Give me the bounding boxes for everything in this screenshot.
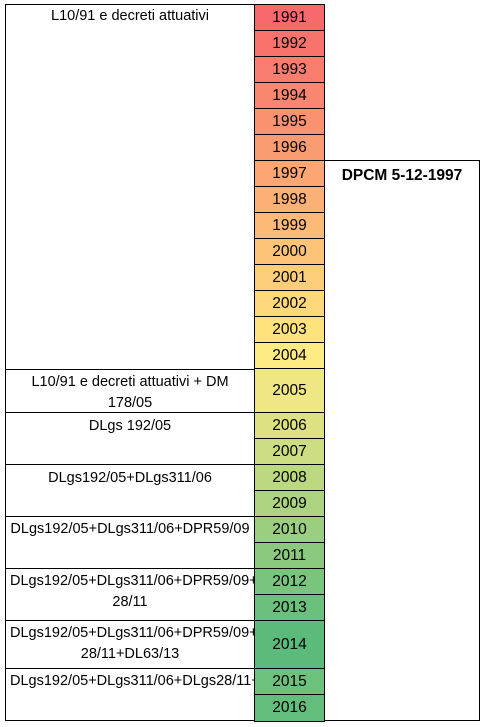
year-label: 2000 <box>272 242 307 260</box>
year-cell-2012: 2012 <box>254 568 325 595</box>
year-cell-1996: 1996 <box>254 134 325 161</box>
year-cell-1993: 1993 <box>254 56 325 83</box>
year-cell-1998: 1998 <box>254 186 325 213</box>
legislation-label: DLgs192/05+DLgs311/06 <box>48 470 212 486</box>
year-cell-2008: 2008 <box>254 464 325 491</box>
legislation-label: DLgs 192/05 <box>88 418 172 434</box>
year-label: 2014 <box>272 636 307 653</box>
year-label: 1998 <box>272 190 307 208</box>
year-label: 1994 <box>272 86 307 104</box>
year-label: 2011 <box>272 546 307 564</box>
year-label: 2012 <box>272 572 307 590</box>
legislation-label: DLgs192/05+DLgs311/06+DPR59/09+DLgs 28/1… <box>10 625 292 662</box>
year-label: 1991 <box>272 8 307 26</box>
year-label: 2008 <box>272 468 307 486</box>
year-label: 2002 <box>272 294 307 312</box>
legislation-period-1991-2004: L10/91 e decreti attuativi <box>5 4 255 370</box>
dpcm-label: DPCM 5-12-1997 <box>341 167 463 184</box>
year-cell-2005: 2005 <box>254 368 325 414</box>
legislation-period-2014: DLgs192/05+DLgs311/06+DPR59/09+DLgs 28/1… <box>5 620 291 669</box>
year-label: 2003 <box>272 320 307 338</box>
year-label: 1995 <box>272 112 307 130</box>
year-cell-1995: 1995 <box>254 108 325 135</box>
legislation-period-2008-2009: DLgs192/05+DLgs311/06 <box>5 464 255 517</box>
year-label: 1999 <box>272 216 307 234</box>
year-label: 2006 <box>272 416 307 434</box>
year-label: 2001 <box>272 268 307 286</box>
year-cell-1992: 1992 <box>254 30 325 57</box>
year-cell-2015: 2015 <box>254 668 325 695</box>
year-cell-2009: 2009 <box>254 490 325 517</box>
legislation-label: L10/91 e decreti attuativi <box>51 8 209 24</box>
year-cell-2002: 2002 <box>254 290 325 317</box>
legislation-label: DLgs192/05+DLgs311/06+DPR59/09 <box>10 521 250 537</box>
year-label: 2009 <box>272 494 307 512</box>
year-cell-2001: 2001 <box>254 264 325 291</box>
year-cell-2016: 2016 <box>254 694 325 722</box>
year-label: 2005 <box>272 382 307 399</box>
year-label: 2010 <box>272 520 307 538</box>
year-cell-2004: 2004 <box>254 342 325 370</box>
legislation-label: DLgs192/05+DLgs311/06+DPR59/09+DLgs 28/1… <box>10 573 292 610</box>
legislation-period-2006-2007: DLgs 192/05 <box>5 412 255 465</box>
year-cell-1994: 1994 <box>254 82 325 109</box>
year-label: 2013 <box>272 598 307 616</box>
year-label: 2015 <box>272 672 307 690</box>
legislation-period-2010-2011: DLgs192/05+DLgs311/06+DPR59/09 <box>5 516 255 569</box>
year-label: 2007 <box>272 442 307 460</box>
dpcm-period-box: DPCM 5-12-1997 <box>324 160 480 721</box>
year-cell-2010: 2010 <box>254 516 325 543</box>
legislation-period-2015-2016: DLgs192/05+DLgs311/06+DLgs28/11+DL63/13+… <box>5 668 447 721</box>
year-cell-2003: 2003 <box>254 316 325 343</box>
year-cell-2014: 2014 <box>254 620 325 670</box>
year-label: 1993 <box>272 60 307 78</box>
year-cell-2007: 2007 <box>254 438 325 465</box>
year-cell-2011: 2011 <box>254 542 325 569</box>
legislation-label: L10/91 e decreti attuativi + DM 178/05 <box>31 374 229 411</box>
year-label: 1996 <box>272 138 307 156</box>
year-cell-1999: 1999 <box>254 212 325 239</box>
year-cell-2006: 2006 <box>254 412 325 439</box>
year-label: 1997 <box>272 164 307 182</box>
year-cell-1997: 1997 <box>254 160 325 187</box>
year-label: 2004 <box>272 347 307 364</box>
year-label: 1992 <box>272 34 307 52</box>
year-cell-1991: 1991 <box>254 4 325 31</box>
legislation-period-2012-2013: DLgs192/05+DLgs311/06+DPR59/09+DLgs 28/1… <box>5 568 291 621</box>
year-label: 2016 <box>272 699 307 716</box>
year-cell-2013: 2013 <box>254 594 325 621</box>
legislation-period-2005: L10/91 e decreti attuativi + DM 178/05 <box>5 369 255 413</box>
year-cell-2000: 2000 <box>254 238 325 265</box>
